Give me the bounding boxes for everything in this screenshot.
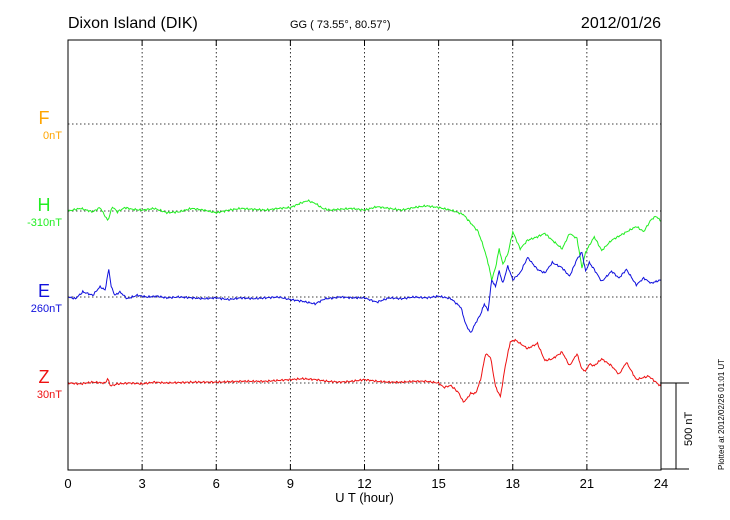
x-axis-title: U T (hour)	[335, 490, 394, 505]
x-tick-label: 18	[506, 476, 520, 491]
x-tick-label: 9	[287, 476, 294, 491]
series-line-e	[68, 251, 662, 333]
component-offset-f: 0nT	[43, 130, 62, 142]
component-labels: F 0nT H -310nT E 260nT Z 30nT	[27, 108, 62, 401]
chart-title: Dixon Island (DIK)	[68, 15, 198, 32]
grid-lines	[68, 40, 661, 470]
component-label-f: F	[39, 108, 50, 128]
series-line-z	[67, 338, 662, 403]
x-tick-label: 0	[64, 476, 71, 491]
x-tick-label: 6	[213, 476, 220, 491]
plot-timestamp-note: Plotted at 2012/02/26 01:01 UT	[717, 359, 726, 470]
x-tick-label: 3	[139, 476, 146, 491]
component-offset-z: 30nT	[37, 389, 62, 401]
series-layer	[67, 199, 662, 403]
component-label-z: Z	[39, 367, 50, 387]
component-offset-e: 260nT	[31, 303, 62, 315]
component-label-h: H	[38, 195, 51, 215]
series-line-h	[67, 199, 662, 281]
component-offset-h: -310nT	[27, 217, 62, 229]
chart-subtitle: GG ( 73.55°, 80.57°)	[290, 19, 391, 31]
x-tick-label: 12	[357, 476, 371, 491]
x-axis: 0 3 6 9 12 15 18 21 24	[64, 40, 668, 491]
chart-date: 2012/01/26	[581, 15, 661, 32]
scale-bar-label: 500 nT	[683, 411, 695, 446]
x-tick-label: 21	[580, 476, 594, 491]
scale-bar: 500 nT	[661, 382, 695, 470]
x-tick-label: 24	[654, 476, 668, 491]
component-label-e: E	[38, 281, 50, 301]
x-tick-label: 15	[431, 476, 445, 491]
